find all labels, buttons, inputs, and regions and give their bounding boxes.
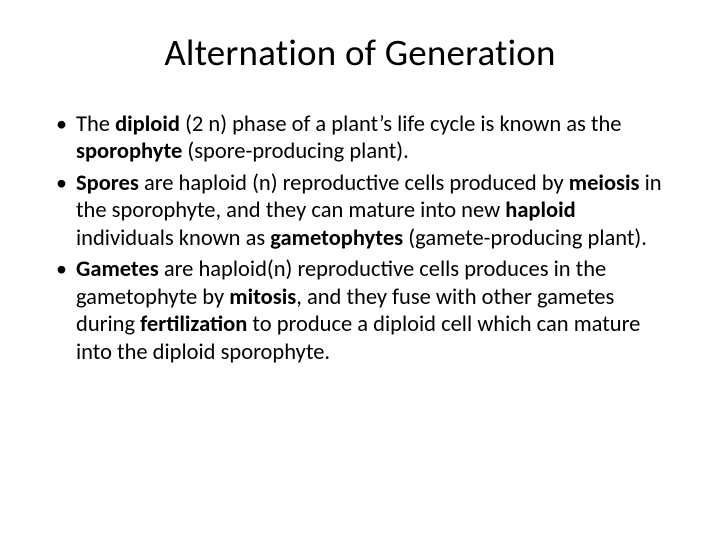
bullet-list: The diploid (2 n) phase of a plant’s lif…: [50, 111, 670, 366]
slide: Alternation of Generation The diploid (2…: [0, 0, 720, 540]
text-run: mitosis: [229, 284, 296, 311]
text-run: (2 n) phase of a plant’s life cycle is k…: [185, 111, 621, 138]
text-run: haploid: [505, 197, 575, 224]
text-run: gametophytes: [270, 225, 408, 252]
slide-title: Alternation of Generation: [50, 30, 670, 75]
text-run: The: [76, 111, 115, 138]
text-run: Gametes: [76, 256, 164, 283]
text-run: are haploid (n) reproductive cells produ…: [144, 170, 569, 197]
bullet-item: Gametes are haploid(n) reproductive cell…: [50, 256, 670, 366]
text-run: (gamete-producing plant).: [408, 225, 647, 252]
text-run: meiosis: [569, 170, 645, 197]
text-run: (spore-producing plant).: [187, 138, 408, 165]
text-run: diploid: [115, 111, 185, 138]
bullet-item: The diploid (2 n) phase of a plant’s lif…: [50, 111, 670, 166]
bullet-item: Spores are haploid (n) reproductive cell…: [50, 170, 670, 252]
slide-body: The diploid (2 n) phase of a plant’s lif…: [50, 111, 670, 366]
text-run: sporophyte: [76, 138, 187, 165]
text-run: individuals known as: [76, 225, 270, 252]
text-run: Spores: [76, 170, 144, 197]
text-run: fertilization: [140, 311, 252, 338]
